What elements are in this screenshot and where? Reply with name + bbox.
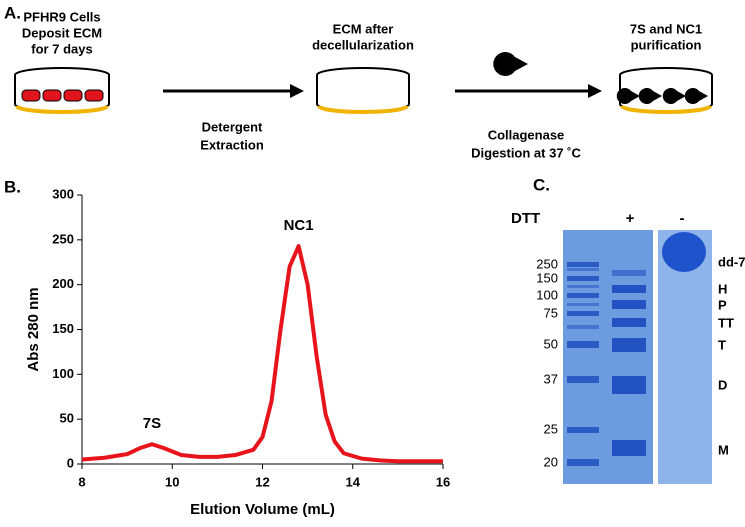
marker-label: 100 (536, 287, 558, 302)
band-label: D (718, 377, 727, 392)
enzyme-icon (493, 52, 528, 76)
arrow-label: Extraction (200, 137, 264, 152)
marker-label: 37 (544, 371, 558, 386)
y-axis-label: Abs 280 nm (25, 287, 42, 371)
marker-label: 150 (536, 270, 558, 285)
x-tick-label: 16 (436, 474, 450, 489)
y-tick-label: 250 (52, 231, 74, 246)
panel-label: C. (533, 175, 550, 194)
step-label: 7S and NC1 (630, 21, 702, 36)
x-tick-label: 14 (346, 474, 361, 489)
arrow-label: Collagenase (488, 127, 565, 142)
marker-label: 75 (544, 305, 558, 320)
y-tick-label: 150 (52, 321, 74, 336)
dish (14, 67, 110, 114)
lane-label: - (680, 210, 685, 227)
band-label: M (718, 442, 729, 457)
dish (616, 67, 713, 114)
dtt-label: DTT (511, 210, 540, 227)
annotation: 7S (143, 415, 161, 432)
y-tick-label: 100 (52, 366, 74, 381)
band-label: T (718, 337, 726, 352)
gel (563, 230, 712, 484)
arrow-label: Digestion at 37 ˚C (471, 145, 581, 160)
step-label: Deposit ECM (22, 25, 102, 40)
x-tick-label: 8 (78, 474, 85, 489)
step-label: for 7 days (31, 41, 92, 56)
panel-label: B. (4, 177, 21, 196)
step-label: decellularization (312, 37, 414, 52)
x-tick-label: 12 (255, 474, 269, 489)
marker-label: 25 (544, 421, 558, 436)
x-axis-label: Elution Volume (mL) (190, 501, 335, 518)
arrow (163, 84, 602, 98)
marker-label: 250 (536, 256, 558, 271)
y-tick-label: 50 (60, 411, 74, 426)
band-label: P (718, 297, 727, 312)
lane-label: + (626, 210, 635, 227)
arrow-label: Detergent (202, 119, 263, 134)
step-label: PFHR9 Cells (23, 9, 100, 24)
y-tick-label: 200 (52, 276, 74, 291)
band-label: TT (718, 315, 734, 330)
annotation: NC1 (284, 217, 314, 234)
step-label: ECM after (333, 21, 394, 36)
marker-label: 20 (544, 454, 558, 469)
step-label: purification (631, 37, 702, 52)
dish (316, 67, 410, 114)
marker-label: 50 (544, 336, 558, 351)
band-label: H (718, 281, 727, 296)
data-line (81, 244, 443, 464)
y-tick-label: 0 (67, 455, 74, 470)
band-label: dd-7S (718, 254, 745, 269)
x-tick-label: 10 (165, 474, 179, 489)
y-tick-label: 300 (52, 186, 74, 201)
panel-label: A. (4, 3, 21, 22)
